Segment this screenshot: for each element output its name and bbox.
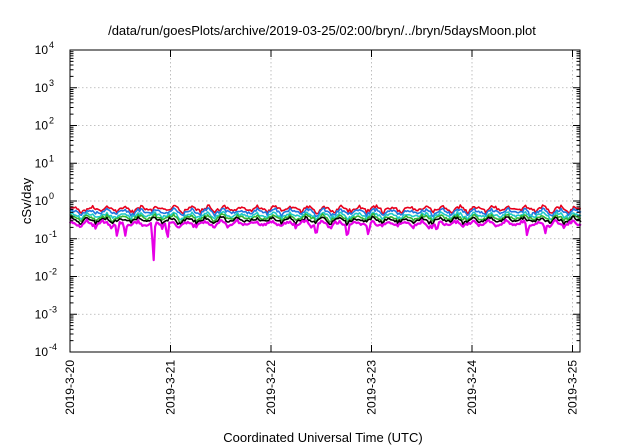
y-tick-label: 10 bbox=[35, 156, 49, 170]
y-tick-exponent: -2 bbox=[49, 267, 57, 277]
y-tick-exponent: 4 bbox=[49, 40, 54, 50]
y-tick-label: 10 bbox=[35, 43, 49, 57]
y-tick-exponent: 0 bbox=[49, 191, 54, 201]
y-tick-exponent: 1 bbox=[49, 153, 54, 163]
x-tick-label: 2019-3-24 bbox=[465, 360, 479, 415]
x-tick-label: 2019-3-22 bbox=[264, 360, 278, 415]
series-line bbox=[69, 207, 582, 219]
series-line bbox=[69, 215, 582, 226]
y-tick-label: 10 bbox=[35, 232, 49, 246]
series-line bbox=[69, 213, 581, 224]
series-line bbox=[69, 218, 582, 262]
y-tick-exponent: -4 bbox=[49, 342, 57, 352]
y-tick-exponent: -3 bbox=[49, 304, 57, 314]
y-tick-label: 10 bbox=[35, 270, 49, 284]
series-line bbox=[69, 210, 582, 222]
x-tick-label: 2019-3-21 bbox=[164, 360, 178, 415]
x-tick-label: 2019-3-23 bbox=[365, 360, 379, 415]
y-tick-label: 10 bbox=[35, 81, 49, 95]
y-tick-label: 10 bbox=[35, 194, 49, 208]
x-axis-label: Coordinated Universal Time (UTC) bbox=[223, 430, 422, 445]
y-axis-label: cSv/day bbox=[19, 177, 34, 224]
x-tick-label: 2019-3-25 bbox=[566, 360, 580, 415]
y-tick-exponent: 2 bbox=[49, 116, 54, 126]
x-tick-label: 2019-3-20 bbox=[63, 360, 77, 415]
chart-title: /data/run/goesPlots/archive/2019-03-25/0… bbox=[108, 23, 536, 38]
x-axis: 2019-3-20 2019-3-21 2019-3-22 2019-3-23 2019… bbox=[63, 50, 580, 415]
y-tick-label: 10 bbox=[35, 345, 49, 359]
series-line bbox=[69, 204, 581, 215]
series-group bbox=[69, 204, 582, 262]
y-tick-exponent: 3 bbox=[49, 78, 54, 88]
y-tick-label: 10 bbox=[35, 119, 49, 133]
y-tick-exponent: -1 bbox=[49, 229, 57, 239]
grid bbox=[70, 50, 580, 352]
y-tick-label: 10 bbox=[35, 307, 49, 321]
